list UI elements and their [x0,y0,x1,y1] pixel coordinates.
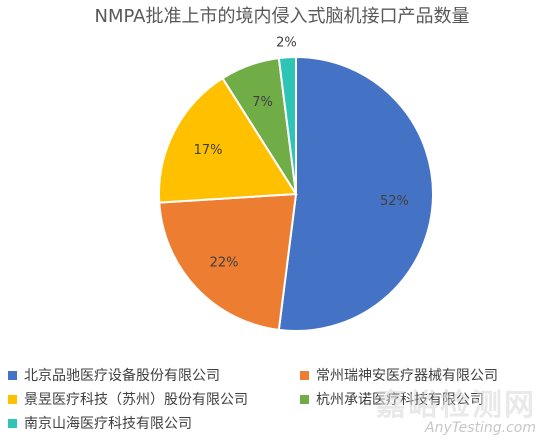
legend-swatch [8,370,17,380]
pie-data-labels: 52% 22% 17% 7% 2% [194,35,409,270]
legend-label: 常州瑞神安医疗器械有限公司 [316,368,498,384]
legend-swatch [300,394,309,404]
pie-slices [158,55,434,332]
pie-slice-2 [158,192,298,332]
pie-slice-3 [158,76,298,204]
legend-label: 杭州承诺医疗科技有限公司 [316,392,484,408]
pie-slice-5 [277,55,297,195]
data-label-1: 52% [380,194,409,209]
pie-slice-1 [277,55,434,332]
legend-item-2: 常州瑞神安医疗器械有限公司 [300,366,548,384]
legend-item-3: 景昱医疗科技（苏州）股份有限公司 [8,390,300,408]
data-label-3: 17% [194,143,223,158]
data-label-4: 7% [252,95,273,110]
legend-item-5: 南京山海医疗科技有限公司 [8,414,300,432]
legend-swatch [300,370,309,380]
legend-label: 南京山海医疗科技有限公司 [24,416,192,432]
legend-swatch [8,418,17,428]
chart-title: NMPA批准上市的境内侵入式脑机接口产品数量 [94,6,469,27]
chart-legend: 北京品驰医疗设备股份有限公司 常州瑞神安医疗器械有限公司景昱医疗科技（苏州）股份有… [8,366,548,432]
legend-label: 景昱医疗科技（苏州）股份有限公司 [24,392,248,408]
legend-swatch [8,394,17,404]
data-label-2: 22% [210,256,239,271]
data-label-5: 2% [276,35,297,50]
legend-item-1: 北京品驰医疗设备股份有限公司 [8,366,300,384]
legend-item-4: 杭州承诺医疗科技有限公司 [300,390,548,408]
legend-label: 北京品驰医疗设备股份有限公司 [24,368,220,384]
